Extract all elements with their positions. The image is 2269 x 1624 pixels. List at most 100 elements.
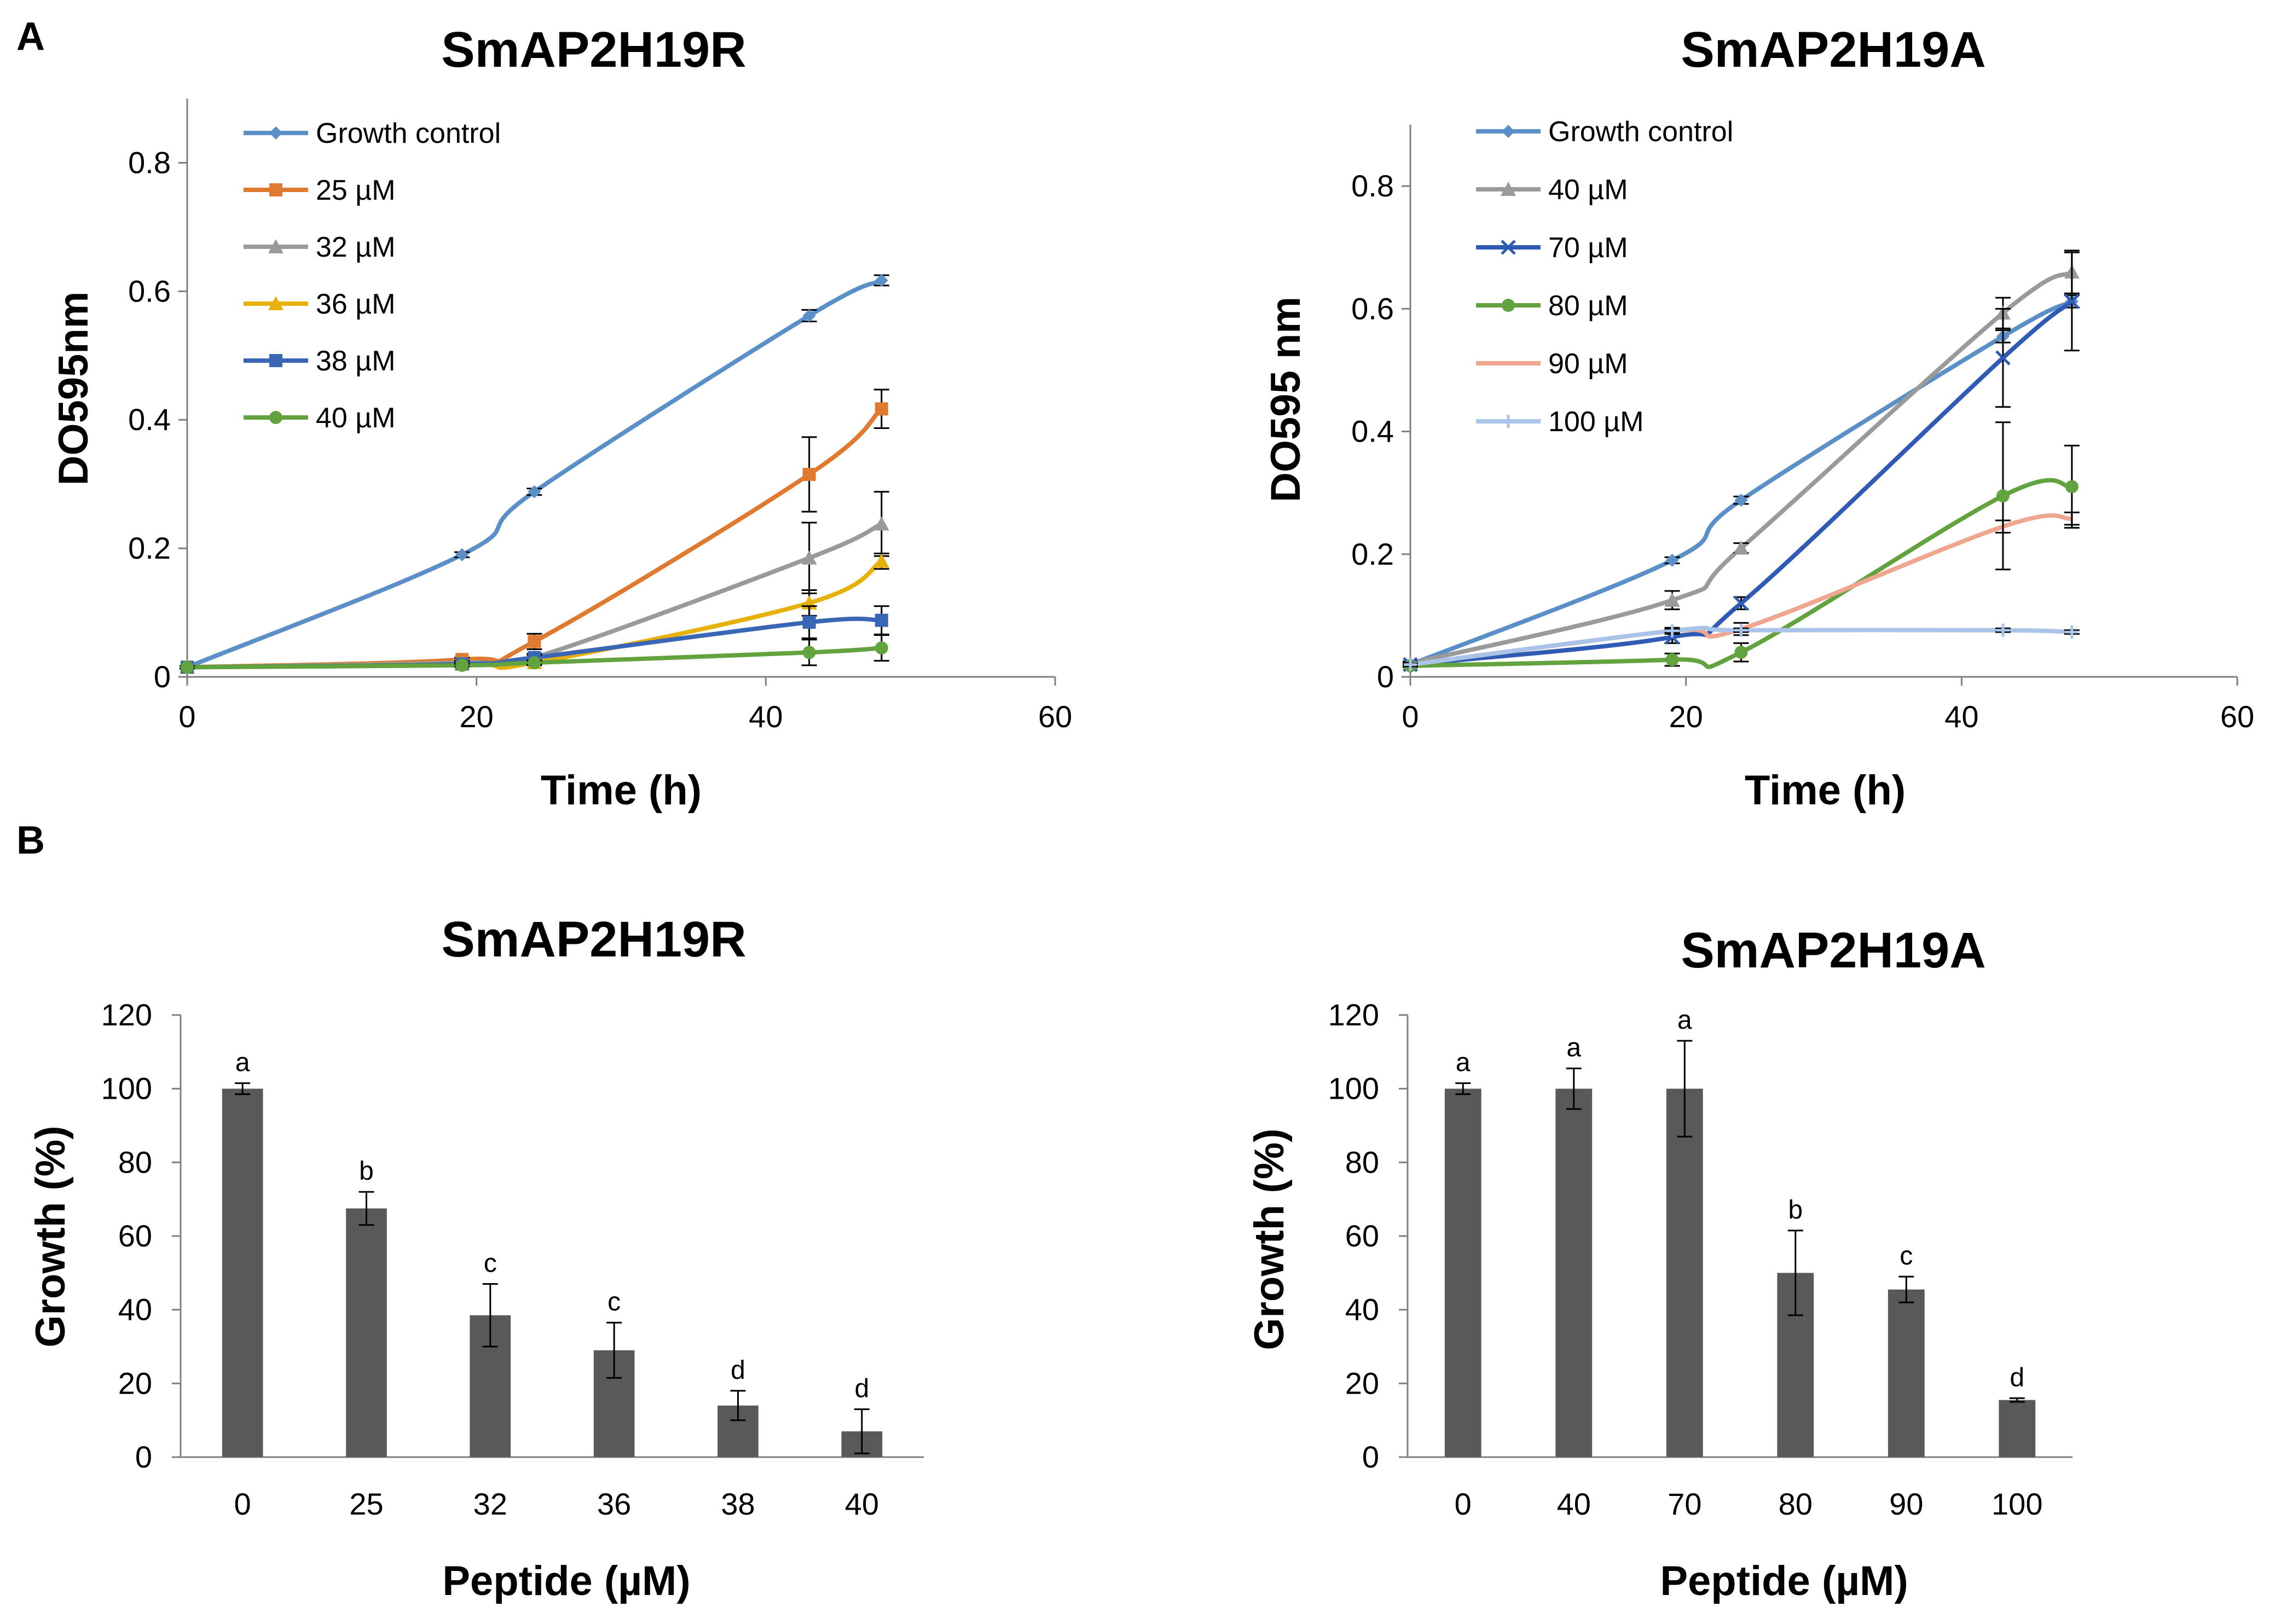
y-tick-label: 80	[1345, 1145, 1379, 1179]
error-bar	[1787, 1229, 1803, 1316]
data-point	[875, 402, 888, 416]
x-tick-label: 0	[178, 699, 195, 734]
y-tick-label: 60	[1345, 1219, 1379, 1253]
significance-letter: a	[1677, 1006, 1692, 1035]
data-point	[1996, 623, 2010, 637]
y-tick-label: 100	[1328, 1071, 1379, 1106]
legend-label: Growth control	[316, 118, 501, 149]
data-point	[2065, 625, 2079, 639]
error-bar	[606, 1321, 622, 1379]
x-tick-label: 32	[473, 1487, 507, 1521]
legend-marker	[268, 239, 283, 253]
y-tick-label: 0.6	[1351, 291, 1394, 326]
y-tick-label: 0.8	[1351, 169, 1394, 203]
legend-label: 80 µM	[1548, 290, 1628, 322]
x-tick-label: 40	[749, 699, 783, 734]
legend-label: 100 µM	[1548, 406, 1643, 438]
panel-label-a: A	[16, 15, 45, 59]
x-tick-label: 0	[1455, 1487, 1472, 1521]
series-80-m: 80 µM	[1403, 290, 2080, 672]
x-axis-label: Time (h)	[541, 767, 702, 814]
y-tick-label: 20	[118, 1366, 152, 1400]
legend-marker	[1502, 415, 1515, 428]
data-point	[802, 468, 816, 482]
bar-40	[1555, 1088, 1593, 1457]
data-point	[802, 646, 816, 659]
significance-letter: d	[731, 1356, 745, 1385]
bar-90	[1888, 1289, 1925, 1457]
data-point	[2065, 480, 2079, 494]
data-point	[1734, 623, 1748, 637]
x-tick-label: 40	[845, 1487, 879, 1521]
legend-label: 40 µM	[1548, 174, 1628, 206]
legend-marker	[269, 183, 282, 196]
data-point	[528, 635, 541, 648]
data-point	[2064, 294, 2080, 309]
bar-0	[222, 1088, 263, 1457]
bar-70	[1666, 1088, 1703, 1457]
significance-letter: b	[1788, 1196, 1803, 1225]
x-tick-label: 70	[1668, 1487, 1701, 1521]
chart-title: SmAP2H19R	[441, 912, 746, 967]
bar-chart-smap2h19r: SmAP2H19R 0 20 40 60 80 100 120 a 0 b 25 c 32 c 36 d 38 d 4…	[27, 912, 924, 1604]
y-tick-label: 0.2	[128, 531, 171, 565]
error-bar	[1995, 519, 2011, 534]
data-point	[1404, 658, 1417, 671]
y-tick-label: 0	[1362, 1440, 1379, 1474]
x-tick-label: 80	[1779, 1487, 1813, 1521]
bar-25	[346, 1208, 387, 1457]
panel-label-b: B	[16, 819, 45, 862]
y-tick-label: 40	[1345, 1292, 1379, 1327]
chart-title: SmAP2H19A	[1681, 923, 1986, 978]
data-point	[455, 658, 469, 672]
legend-label: 32 µM	[316, 231, 396, 263]
x-tick-label: 60	[2220, 699, 2254, 734]
series-line	[186, 278, 883, 670]
significance-letter: c	[1900, 1242, 1913, 1271]
legend-marker	[1501, 182, 1516, 196]
y-tick-label: 0.6	[128, 274, 171, 308]
series-70-m: 70 µM	[1403, 232, 2080, 672]
significance-letter: d	[854, 1374, 869, 1403]
series-32-m: 32 µM	[180, 231, 889, 674]
data-point	[1734, 494, 1748, 507]
bar-0	[1444, 1088, 1481, 1457]
x-tick-label: 90	[1889, 1487, 1923, 1521]
data-point	[1995, 350, 2011, 366]
y-tick-label: 100	[101, 1071, 152, 1106]
y-tick-label: 120	[1328, 997, 1379, 1032]
data-point	[528, 485, 541, 498]
y-tick-label: 0	[154, 659, 171, 694]
y-tick-label: 0.8	[128, 145, 171, 179]
data-point	[875, 613, 888, 627]
chart-title: SmAP2H19R	[441, 22, 746, 78]
bar-100	[1999, 1400, 2036, 1457]
series-38-m: 38 µM	[180, 345, 889, 674]
y-axis-label: DO595 nm	[1263, 297, 1309, 502]
data-point	[802, 616, 816, 629]
y-tick-label: 80	[118, 1145, 152, 1179]
y-tick-label: 0.4	[1351, 414, 1394, 449]
x-tick-label: 36	[597, 1487, 631, 1521]
legend-label: 36 µM	[316, 288, 396, 320]
data-point	[801, 550, 817, 565]
data-point	[1665, 624, 1679, 637]
x-axis-label: Peptide (µM)	[442, 1558, 690, 1604]
legend-label: 40 µM	[316, 402, 396, 434]
y-tick-label: 0.2	[1351, 537, 1394, 571]
error-bar	[482, 1283, 498, 1348]
line-chart-smap2h19r: SmAP2H19R 0 0.2 0.4 0.6 0.8 0 20 40 60 Time (h) DO5…	[50, 22, 1072, 814]
error-bar	[235, 1082, 251, 1095]
data-point	[873, 516, 889, 531]
data-point	[181, 660, 194, 674]
x-tick-label: 25	[349, 1487, 383, 1521]
legend-label: 90 µM	[1548, 348, 1628, 380]
bar-chart-smap2h19a: SmAP2H19A 0 20 40 60 80 100 120 a 0 a 40 a 70 b 80 c 90 d 1…	[1246, 923, 2073, 1604]
legend-label: 38 µM	[316, 345, 396, 377]
data-point	[1665, 553, 1679, 567]
series-100-m: 100 µM	[1403, 406, 2080, 671]
error-bar	[1898, 1275, 1914, 1303]
y-axis-label: DO595nm	[50, 292, 97, 486]
x-tick-label: 60	[1038, 699, 1072, 734]
significance-letter: d	[2010, 1363, 2024, 1392]
